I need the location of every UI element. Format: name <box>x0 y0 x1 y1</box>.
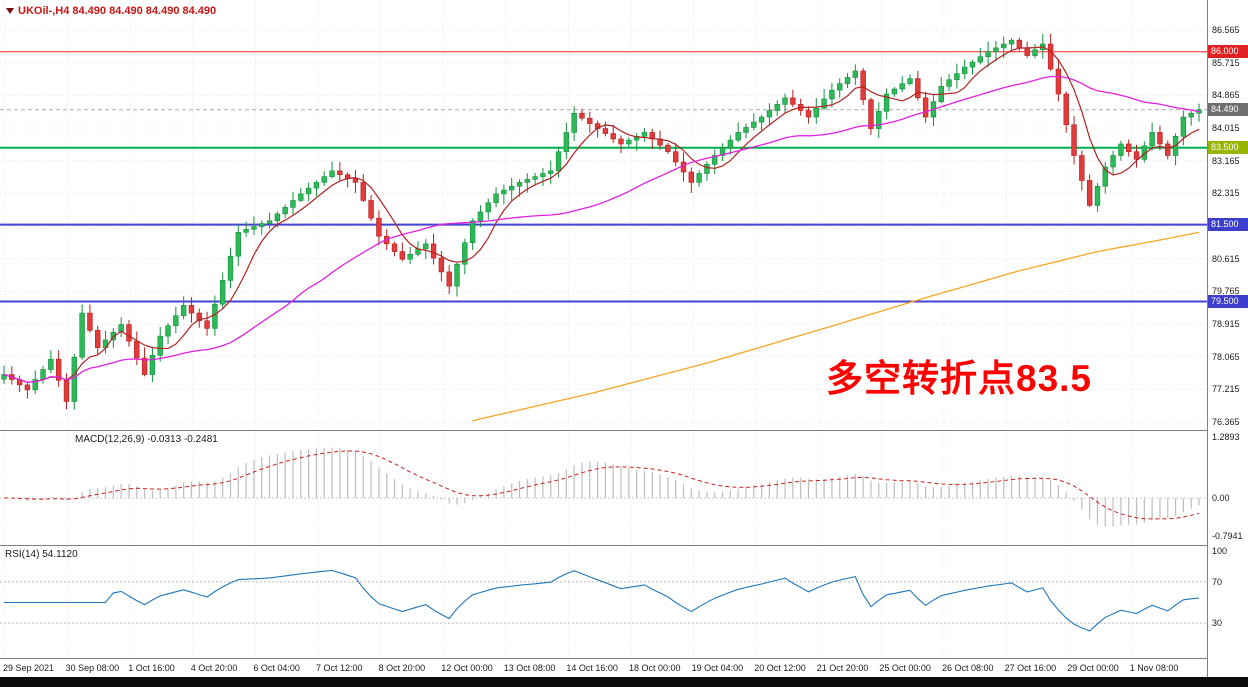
time-label: 1 Nov 08:00 <box>1129 663 1179 673</box>
price-tick: 82.315 <box>1212 188 1240 199</box>
rsi-name: RSI(14) <box>5 549 40 560</box>
annotation-text: 多空转折点83.5 <box>826 358 1093 399</box>
time-label: 19 Oct 04:00 <box>691 663 744 673</box>
price-tick: 80.615 <box>1212 253 1240 264</box>
time-label: 26 Oct 08:00 <box>942 663 994 673</box>
time-axis[interactable]: 29 Sep 2021 30 Sep 08:00 1 Oct 16:00 4 Oct … <box>0 658 1248 677</box>
time-label: 14 Oct 16:00 <box>566 663 618 673</box>
rsi-axis-tick: 30 <box>1212 618 1223 629</box>
price-level-badge: 84.490 <box>1208 103 1248 117</box>
time-label: 21 Oct 20:00 <box>816 663 869 673</box>
price-tick: 78.065 <box>1212 351 1240 362</box>
time-label: 20 Oct 12:00 <box>754 663 806 673</box>
rsi-indicator-label: RSI(14) 54.1120 <box>5 549 78 560</box>
time-label: 29 Oct 00:00 <box>1067 663 1119 673</box>
macd-axis-tick: -0.7941 <box>1212 530 1243 541</box>
time-label: 13 Oct 08:00 <box>503 663 556 673</box>
price-tick: 78.915 <box>1212 319 1240 329</box>
price-level-badge: 83.500 <box>1208 141 1248 155</box>
price-tick: 79.765 <box>1212 286 1240 297</box>
rsi-axis-tick: 100 <box>1212 546 1228 556</box>
triangle-down-icon[interactable] <box>6 8 14 14</box>
panel-separator-macd[interactable] <box>0 430 1248 431</box>
price-level-badge: 79.500 <box>1208 295 1248 309</box>
time-label: 25 Oct 00:00 <box>879 663 931 673</box>
time-label: 4 Oct 20:00 <box>190 663 238 673</box>
price-axis[interactable]: 86.56585.71584.86584.01583.16582.31581.4… <box>1207 0 1248 677</box>
window-bottom-bar <box>0 677 1248 687</box>
symbol-ohlc-text: UKOil-,H4 84.490 84.490 84.490 84.490 <box>18 5 217 17</box>
time-label: 6 Oct 04:00 <box>253 663 300 673</box>
macd-name: MACD(12,26,9) <box>75 434 145 445</box>
price-tick: 86.565 <box>1212 25 1240 35</box>
time-label: 27 Oct 16:00 <box>1004 663 1057 673</box>
time-label: 1 Oct 16:00 <box>128 663 175 673</box>
price-tick: 85.715 <box>1212 57 1240 68</box>
rsi-value: 54.1120 <box>42 549 78 560</box>
time-label: 12 Oct 00:00 <box>441 663 493 673</box>
time-label: 8 Oct 20:00 <box>378 663 426 673</box>
price-tick: 84.015 <box>1212 123 1240 133</box>
chart-canvas[interactable] <box>0 0 1207 677</box>
macd-indicator-label: MACD(12,26,9) -0.0313 -0.2481 <box>75 434 218 445</box>
price-level-badge: 81.500 <box>1208 218 1248 232</box>
price-tick: 76.365 <box>1212 417 1240 427</box>
rsi-axis-tick: 70 <box>1212 576 1223 587</box>
price-tick: 77.215 <box>1212 384 1240 395</box>
symbol-ohlc-label: UKOil-,H4 84.490 84.490 84.490 84.490 <box>6 5 216 17</box>
time-label: 29 Sep 2021 <box>3 663 55 673</box>
macd-axis-tick: 1.2893 <box>1212 432 1240 443</box>
panel-separator-rsi[interactable] <box>0 545 1248 546</box>
price-tick: 83.165 <box>1212 155 1240 166</box>
price-level-badge: 86.000 <box>1208 45 1248 59</box>
time-label: 7 Oct 12:00 <box>316 663 363 673</box>
price-tick: 84.865 <box>1212 90 1240 101</box>
time-label: 18 Oct 00:00 <box>629 663 681 673</box>
macd-axis-tick: 0.00 <box>1212 493 1230 503</box>
time-label: 30 Sep 08:00 <box>65 663 120 673</box>
macd-values: -0.0313 -0.2481 <box>147 434 218 445</box>
